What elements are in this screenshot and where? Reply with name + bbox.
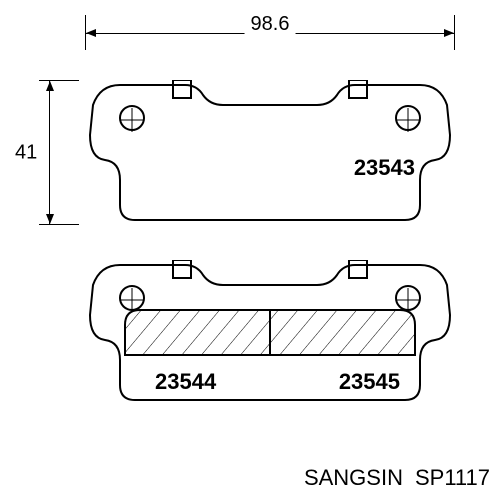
pad-bottom-code-left: 23544	[155, 369, 216, 395]
dim-width-value: 98.6	[245, 13, 296, 36]
brake-pad-bottom: 23544 23545	[85, 260, 455, 405]
manufacturer-name: SANGSIN	[304, 465, 403, 491]
technical-drawing: 98.6 41 23543	[10, 10, 490, 430]
dim-height-value: 41	[15, 141, 37, 164]
arrow-right	[444, 29, 454, 37]
pad-top-code: 23543	[354, 155, 415, 181]
dim-extent-bottom	[39, 224, 79, 225]
arrow-down	[46, 214, 54, 224]
footer: SANGSIN SP1117	[0, 455, 500, 500]
dimension-height: 41	[15, 80, 75, 225]
dimension-width: 98.6	[85, 15, 455, 50]
arrow-up	[46, 81, 54, 91]
arrow-left	[86, 29, 96, 37]
pad-top-outline	[85, 80, 455, 225]
dim-line-vertical	[49, 80, 50, 225]
part-number: SP1117	[415, 465, 490, 491]
pad-bottom-code-right: 23545	[339, 369, 400, 395]
brake-pad-top: 23543	[85, 80, 455, 225]
